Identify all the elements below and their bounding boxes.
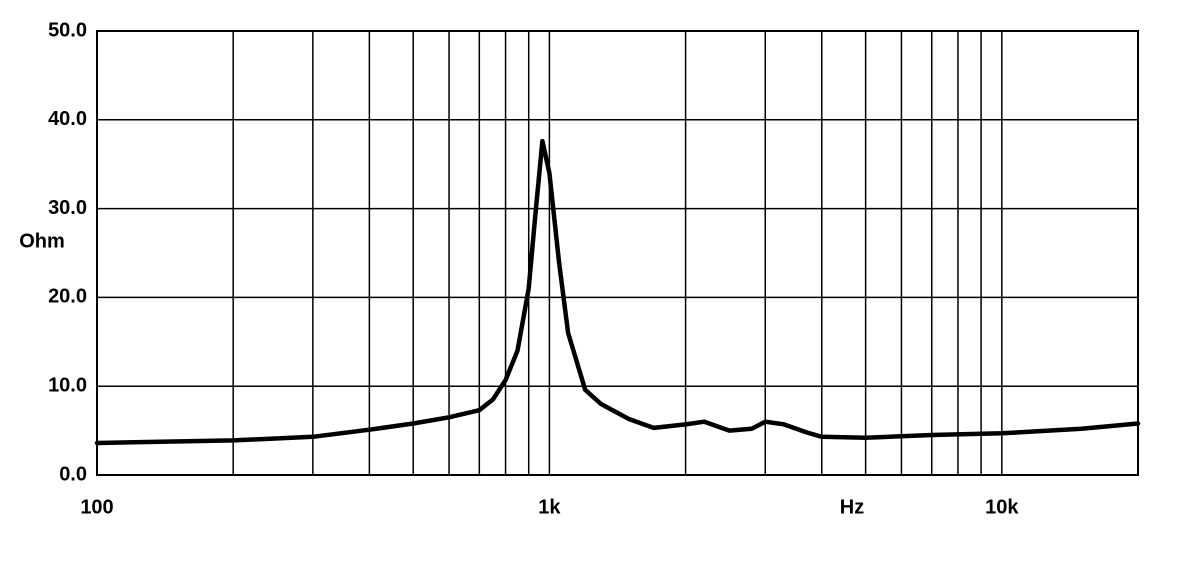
y-tick-label: 10.0 [48, 374, 87, 396]
y-tick-label: 0.0 [59, 463, 87, 485]
y-tick-label: 50.0 [48, 19, 87, 41]
x-axis-label: Hz [840, 496, 864, 518]
y-tick-label: 20.0 [48, 286, 87, 308]
y-axis-label: Ohm [19, 230, 65, 252]
y-tick-label: 30.0 [48, 197, 87, 219]
x-tick-label: 10k [985, 496, 1019, 518]
x-tick-label: 100 [80, 496, 113, 518]
y-tick-label: 40.0 [48, 108, 87, 130]
plot-frame [96, 30, 1139, 476]
x-tick-label: 1k [538, 496, 561, 518]
impedance-curve [94, 138, 1141, 446]
